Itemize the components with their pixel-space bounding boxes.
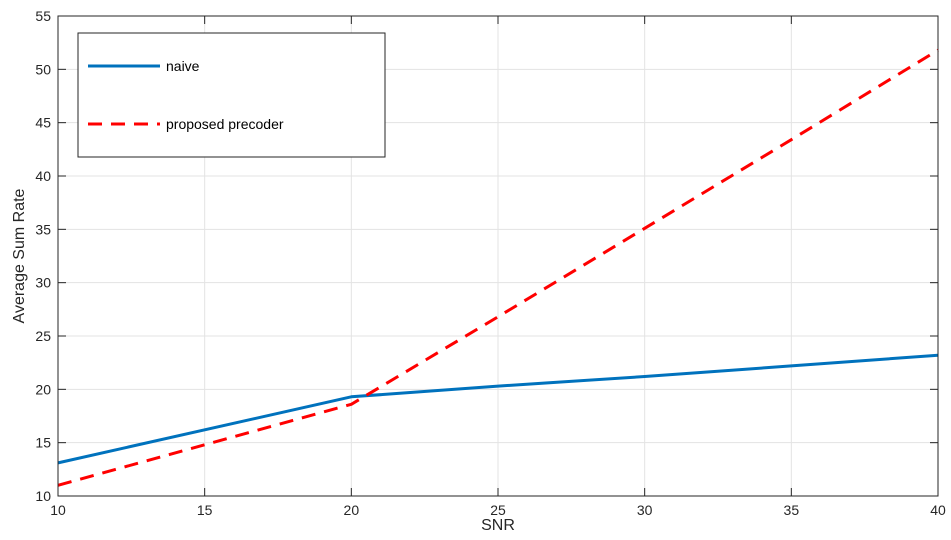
axis-ticks	[57, 15, 939, 497]
x-axis-label: SNR	[481, 517, 515, 534]
x-tick-label: 40	[930, 502, 946, 518]
tick-labels: 10 15 20 25 30 35 40 10 15 20 25 30 35 40 45 50 55	[35, 8, 946, 518]
series-group	[57, 48, 939, 487]
y-tick-label: 10	[35, 488, 51, 504]
legend-label-0: naive	[166, 58, 200, 74]
series-line-0	[57, 353, 939, 465]
legend-box	[77, 32, 386, 158]
y-tick-label: 50	[35, 61, 51, 77]
y-tick-label: 25	[35, 328, 51, 344]
legend-label-1: proposed precoder	[166, 116, 284, 132]
x-tick-label: 35	[784, 502, 800, 518]
series-line-1	[57, 48, 939, 487]
y-tick-label: 55	[35, 8, 51, 24]
x-tick-label: 30	[637, 502, 653, 518]
y-tick-label: 30	[35, 275, 51, 291]
y-axis-label: Average Sum Rate	[11, 188, 28, 323]
legend: naive proposed precoder	[77, 32, 386, 158]
x-tick-label: 10	[50, 502, 66, 518]
x-tick-label: 15	[197, 502, 213, 518]
x-tick-label: 20	[344, 502, 360, 518]
y-tick-label: 35	[35, 221, 51, 237]
y-tick-label: 40	[35, 168, 51, 184]
y-tick-label: 45	[35, 115, 51, 131]
y-tick-label: 20	[35, 381, 51, 397]
y-tick-label: 15	[35, 435, 51, 451]
x-tick-label: 25	[490, 502, 506, 518]
